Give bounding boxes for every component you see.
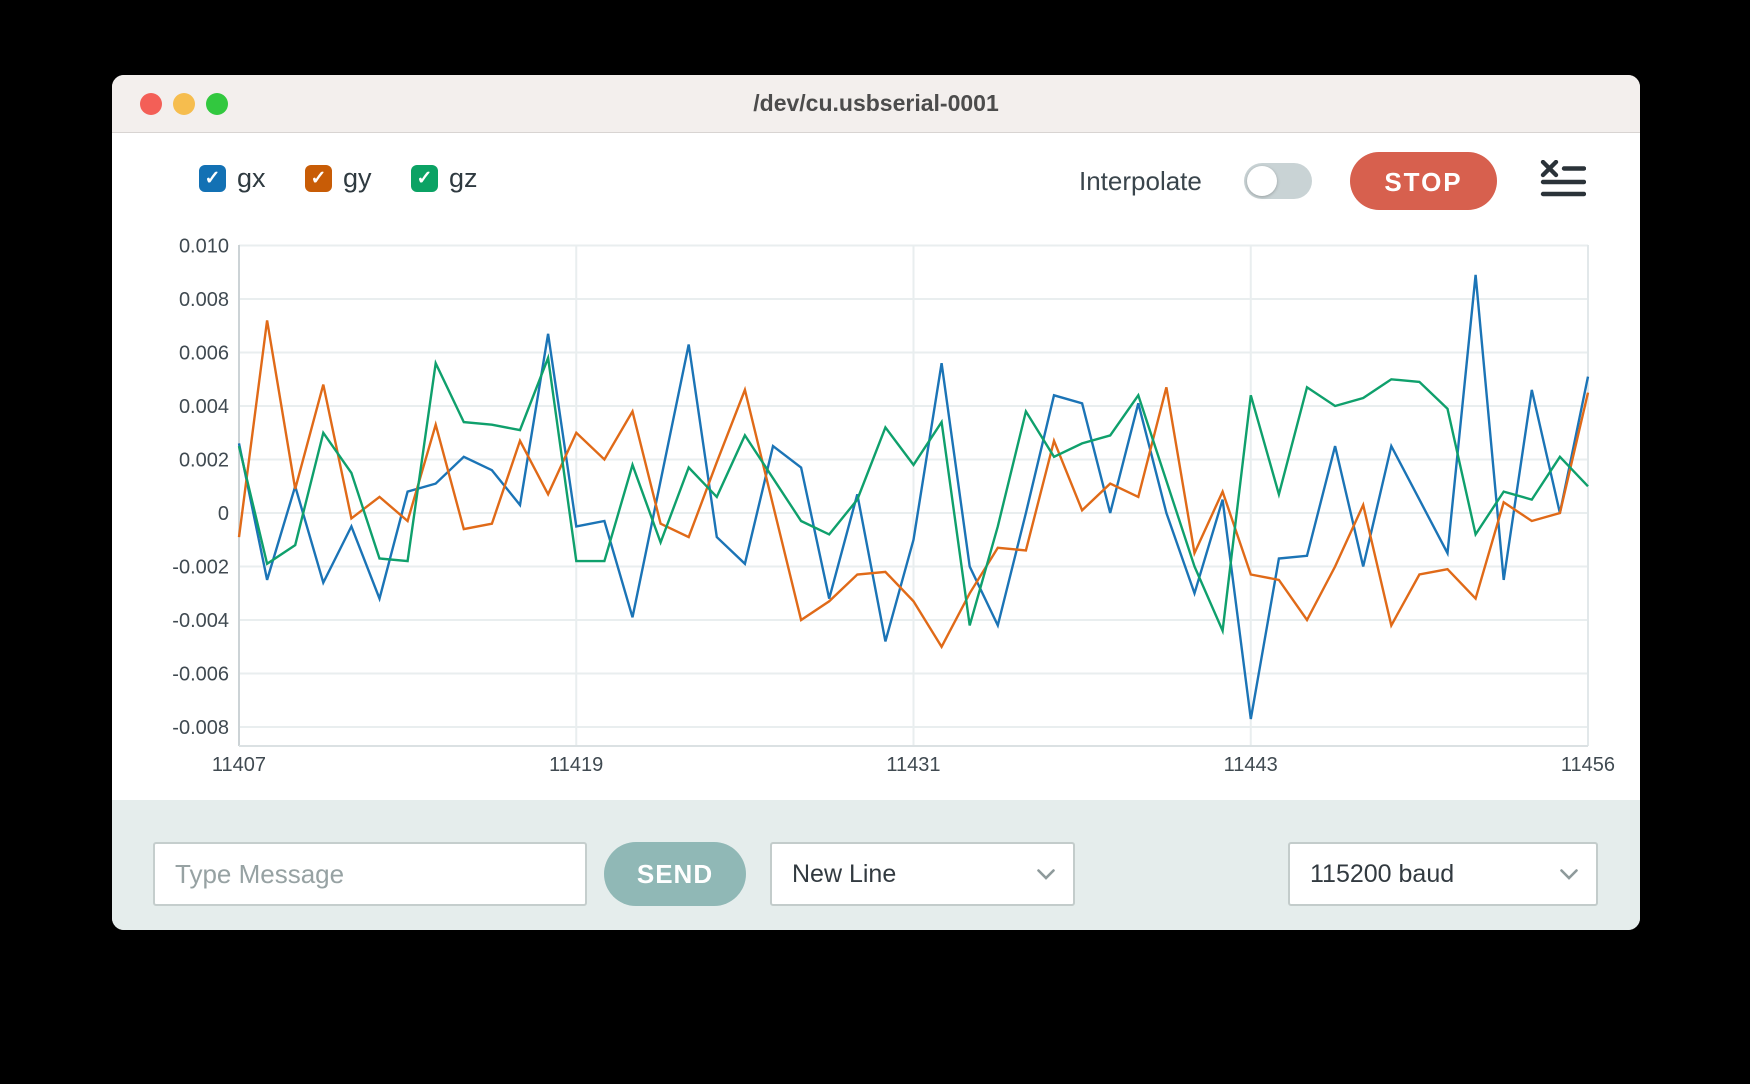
gx-label: gx bbox=[237, 162, 266, 193]
toggle-knob-icon bbox=[1247, 166, 1277, 196]
gx-checkbox[interactable]: ✓ bbox=[199, 164, 226, 192]
interpolate-toggle[interactable] bbox=[1244, 163, 1312, 199]
chevron-down-icon bbox=[1037, 868, 1055, 880]
zoom-window-button[interactable] bbox=[206, 93, 228, 115]
series-gx-line bbox=[237, 274, 1590, 720]
gz-checkbox[interactable]: ✓ bbox=[411, 164, 438, 192]
baud-rate-value: 115200 baud bbox=[1310, 859, 1455, 888]
series-gz-line bbox=[237, 353, 1589, 636]
y-tick-label: -0.002 bbox=[172, 557, 229, 579]
stop-button[interactable]: STOP bbox=[1350, 152, 1497, 210]
y-tick-label: 0.010 bbox=[179, 236, 229, 258]
y-tick-label: 0.008 bbox=[179, 289, 229, 311]
interpolate-label: Interpolate bbox=[1079, 166, 1202, 196]
line-ending-value: New Line bbox=[792, 859, 897, 888]
y-tick-label: -0.004 bbox=[172, 610, 229, 632]
gyro-line-chart: 0.010 0.008 0.006 0.004 0.002 0 -0.002 -0.004 -0… bbox=[172, 236, 1615, 777]
minimize-window-button[interactable] bbox=[173, 93, 195, 115]
footer-bar: SEND New Line 115200 baud bbox=[112, 800, 1640, 930]
clear-plot-button[interactable] bbox=[1540, 159, 1587, 200]
window-title: /dev/cu.usbserial-0001 bbox=[753, 90, 999, 116]
x-tick-label: 11407 bbox=[212, 754, 266, 776]
chevron-down-icon bbox=[1560, 868, 1578, 880]
y-tick-label: 0.006 bbox=[179, 343, 229, 365]
y-tick-label: 0.004 bbox=[179, 396, 229, 418]
y-tick-label: 0.002 bbox=[179, 450, 229, 472]
baud-rate-select[interactable]: 115200 baud bbox=[1288, 842, 1598, 906]
legend-item-gz: ✓ gz bbox=[411, 163, 478, 193]
y-tick-label: -0.006 bbox=[172, 664, 229, 686]
gz-label: gz bbox=[449, 162, 478, 193]
series-gy-line bbox=[237, 320, 1590, 650]
y-tick-label: 0 bbox=[218, 503, 229, 525]
gy-label: gy bbox=[343, 162, 372, 193]
x-tick-label: 11419 bbox=[549, 754, 603, 776]
clear-list-icon bbox=[1540, 159, 1587, 197]
x-tick-label: 11456 bbox=[1561, 754, 1615, 776]
legend-item-gx: ✓ gx bbox=[199, 163, 266, 193]
send-button[interactable]: SEND bbox=[604, 842, 746, 906]
line-ending-select[interactable]: New Line bbox=[770, 842, 1075, 906]
serial-plotter-window: 0.010 0.008 0.006 0.004 0.002 0 -0.002 -0.004 -0… bbox=[112, 75, 1640, 930]
legend-item-gy: ✓ gy bbox=[305, 163, 372, 193]
message-input[interactable] bbox=[153, 842, 587, 906]
x-tick-label: 11431 bbox=[886, 754, 940, 776]
y-tick-label: -0.008 bbox=[172, 717, 229, 739]
title-bar: /dev/cu.usbserial-0001 bbox=[112, 75, 1640, 133]
close-window-button[interactable] bbox=[140, 93, 162, 115]
x-tick-label: 11443 bbox=[1224, 754, 1278, 776]
gy-checkbox[interactable]: ✓ bbox=[305, 164, 332, 192]
